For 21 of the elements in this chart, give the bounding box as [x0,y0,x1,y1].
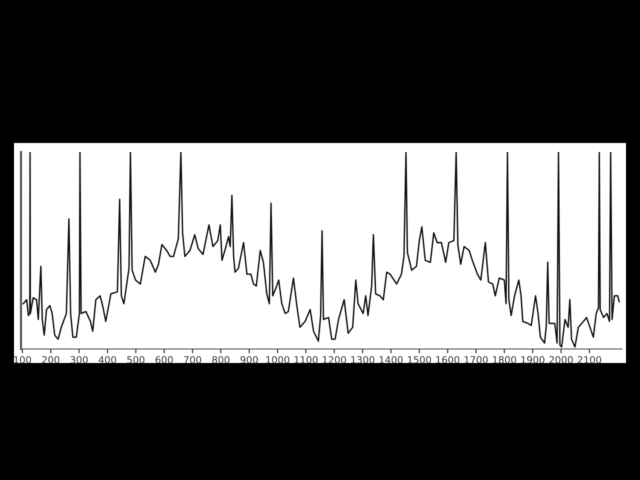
x-tick-label: 100 [14,356,32,364]
x-tick-label: 1200 [322,356,346,364]
x-tick-label: 900 [240,356,258,364]
x-tick-label: 1000 [266,356,290,364]
x-tick-label: 2000 [549,356,573,364]
x-tick-label: 1300 [351,356,374,364]
x-tick-label: 1500 [408,356,432,364]
x-tick-label: 1700 [464,356,488,364]
x-tick-label: 700 [184,356,202,364]
x-tick-label: 600 [156,356,173,364]
x-tick-label: 1800 [493,356,516,364]
x-tick-label: 200 [42,356,60,364]
x-tick-label: 2100 [578,356,602,364]
x-tick-label: 1100 [294,356,318,364]
x-tick-label: 1600 [436,356,460,364]
x-tick-label: 400 [98,356,116,364]
x-tick-label: 1400 [380,356,403,364]
x-tick-label: 1900 [521,356,544,364]
x-tick-label: 300 [70,356,88,364]
x-tick-label: 800 [212,356,230,364]
x-tick-label: 500 [127,356,144,364]
